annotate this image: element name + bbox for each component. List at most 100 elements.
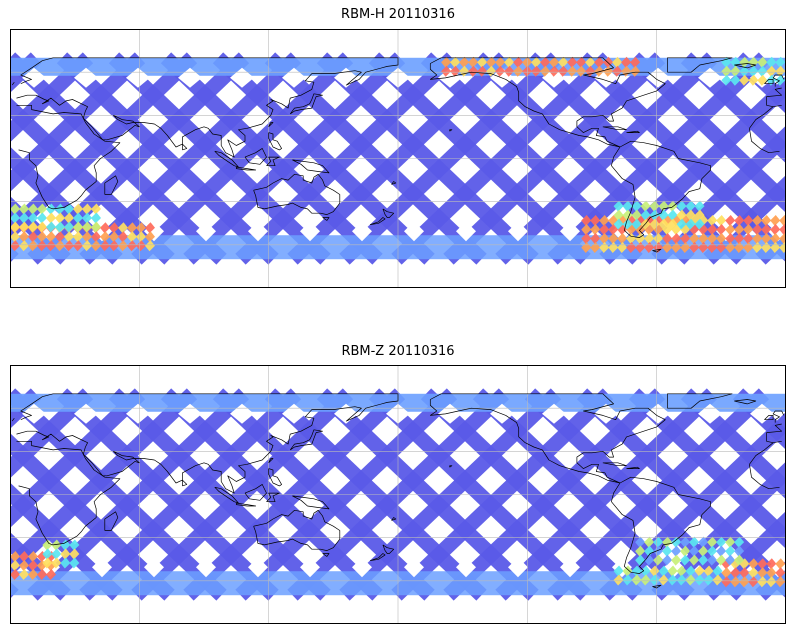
anomaly-tile bbox=[10, 203, 20, 215]
anomaly-tile bbox=[766, 567, 777, 579]
anomaly-tile bbox=[486, 56, 497, 68]
anomaly-tile bbox=[743, 233, 754, 245]
anomaly-tile bbox=[649, 565, 660, 577]
anomaly-tile bbox=[707, 224, 718, 236]
anomaly-tile bbox=[28, 212, 38, 224]
anomaly-tile bbox=[676, 218, 687, 230]
anomaly-tile bbox=[707, 545, 718, 557]
anomaly-tile bbox=[676, 574, 687, 586]
gap bbox=[22, 67, 46, 88]
anomaly-tile bbox=[73, 203, 83, 215]
coastline bbox=[369, 553, 386, 562]
anomaly-tile bbox=[82, 203, 92, 215]
anomaly-tile bbox=[46, 203, 56, 215]
coastline bbox=[214, 150, 239, 168]
anomaly-tile bbox=[640, 565, 651, 577]
gap bbox=[92, 557, 112, 578]
anomaly-tile bbox=[468, 65, 479, 77]
anomaly-tile bbox=[671, 545, 682, 557]
anomaly-tile bbox=[581, 233, 592, 245]
anomaly-tile bbox=[631, 574, 642, 586]
anomaly-tile bbox=[118, 231, 128, 243]
anomaly-tile bbox=[55, 221, 65, 233]
anomaly-tile bbox=[55, 231, 65, 243]
anomaly-tile bbox=[28, 551, 38, 563]
anomaly-tile bbox=[136, 240, 146, 252]
anomaly-tile bbox=[721, 65, 732, 77]
anomaly-tile bbox=[91, 221, 101, 233]
anomaly-tile bbox=[694, 574, 705, 586]
anomaly-tile bbox=[676, 209, 687, 221]
anomaly-tile bbox=[653, 554, 664, 566]
anomaly-tile bbox=[770, 215, 781, 227]
anomaly-tile bbox=[676, 565, 687, 577]
coastline bbox=[292, 495, 330, 510]
anomaly-tile bbox=[757, 74, 768, 86]
anomaly-tile bbox=[761, 224, 772, 236]
anomaly-tile bbox=[558, 56, 569, 68]
anomaly-tile bbox=[64, 231, 74, 243]
coastline bbox=[449, 465, 453, 468]
anomaly-tile bbox=[770, 224, 781, 236]
anomaly-tile bbox=[477, 56, 488, 68]
coastline bbox=[268, 468, 282, 487]
gap bbox=[438, 403, 462, 424]
anomaly-tile bbox=[613, 218, 624, 230]
anomaly-tile bbox=[658, 209, 669, 221]
anomaly-tile bbox=[653, 545, 664, 557]
anomaly-tile bbox=[109, 240, 119, 252]
anomaly-tile bbox=[55, 212, 65, 224]
anomaly-tile bbox=[531, 65, 542, 77]
anomaly-tile bbox=[42, 539, 53, 551]
anomaly-tile bbox=[60, 548, 71, 560]
anomaly-tile bbox=[730, 567, 741, 579]
map-rbm-h bbox=[10, 29, 786, 288]
coastline bbox=[214, 486, 239, 504]
anomaly-tile bbox=[694, 565, 705, 577]
anomaly-tile bbox=[594, 65, 605, 77]
anomaly-tile bbox=[680, 536, 691, 548]
anomaly-tile bbox=[703, 565, 714, 577]
anomaly-tile bbox=[739, 74, 750, 86]
anomaly-tile bbox=[504, 65, 515, 77]
anomaly-tile bbox=[46, 569, 56, 581]
anomaly-tile bbox=[64, 212, 74, 224]
anomaly-tile bbox=[37, 203, 47, 215]
anomaly-tile bbox=[73, 212, 83, 224]
coastline bbox=[667, 57, 733, 73]
anomaly-tile bbox=[748, 558, 759, 570]
anomaly-tile bbox=[667, 209, 678, 221]
anomaly-tile bbox=[712, 565, 723, 577]
anomaly-tile bbox=[707, 215, 718, 227]
anomaly-tile bbox=[118, 222, 128, 234]
anomaly-tile bbox=[42, 548, 53, 560]
anomaly-tile bbox=[739, 567, 750, 579]
anomaly-tile bbox=[649, 209, 660, 221]
gap bbox=[230, 67, 254, 88]
anomaly-tile bbox=[734, 554, 745, 566]
anomaly-tile bbox=[37, 212, 47, 224]
anomaly-tile bbox=[82, 221, 92, 233]
coastline bbox=[322, 217, 330, 221]
anomaly-tile bbox=[613, 209, 624, 221]
anomaly-tile bbox=[766, 56, 777, 68]
anomaly-tile bbox=[680, 554, 691, 566]
anomaly-tile bbox=[707, 536, 718, 548]
swath bbox=[732, 388, 786, 450]
anomaly-tile bbox=[576, 56, 587, 68]
anomaly-tile bbox=[73, 231, 83, 243]
swath bbox=[732, 52, 786, 114]
anomaly-tile bbox=[612, 65, 623, 77]
anomaly-tile bbox=[19, 231, 29, 243]
anomaly-tile bbox=[622, 574, 633, 586]
anomaly-tile bbox=[635, 545, 646, 557]
anomaly-tile bbox=[752, 233, 763, 245]
anomaly-tile bbox=[10, 560, 20, 572]
anomaly-tile bbox=[109, 231, 119, 243]
anomaly-tile bbox=[91, 203, 101, 215]
anomaly-tile bbox=[662, 233, 673, 245]
anomaly-tile bbox=[28, 231, 38, 243]
anomaly-tile bbox=[775, 567, 786, 579]
anomaly-tile bbox=[599, 215, 610, 227]
anomaly-tile bbox=[46, 240, 56, 252]
